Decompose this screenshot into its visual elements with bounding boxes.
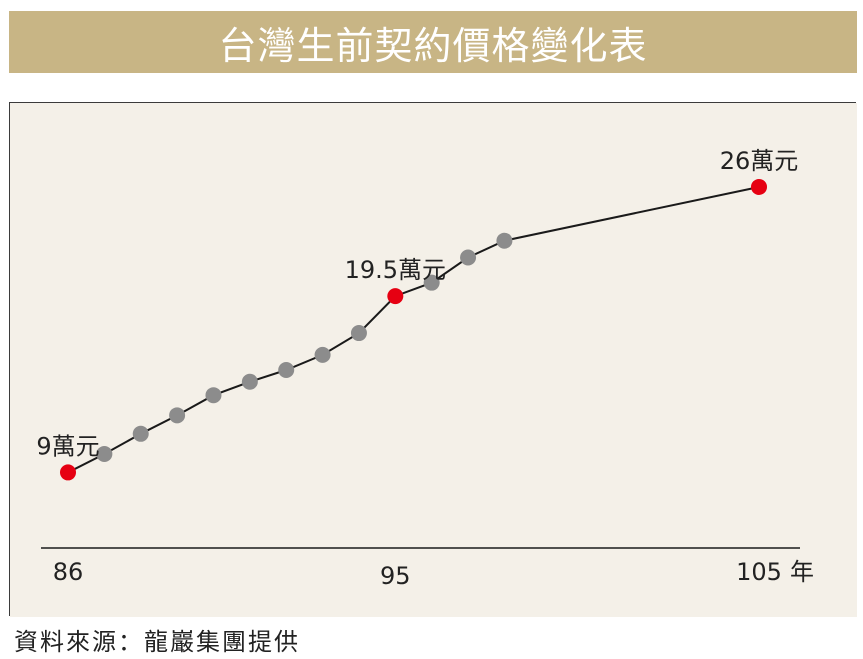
data-point (241, 373, 258, 390)
data-label: 26萬元 (720, 147, 799, 175)
data-point (205, 387, 222, 404)
chart-background (10, 103, 857, 617)
data-point (278, 362, 295, 378)
labels-group: 9萬元 19.5萬元 26萬元 (36, 147, 798, 460)
x-tick-label: 105 (736, 558, 782, 586)
title-bar: 台灣生前契約價格變化表 (9, 11, 857, 73)
source-note: 資料來源：龍巖集團提供 (14, 628, 300, 656)
x-axis-label: 年 (790, 558, 814, 586)
ticks-group: 86 95 105 (53, 558, 782, 590)
x-tick-label: 86 (53, 558, 84, 586)
data-point (96, 445, 113, 462)
data-point (460, 249, 477, 266)
line-chart: 9萬元 19.5萬元 26萬元 86 95 105 年 (10, 103, 857, 617)
points-group (60, 178, 767, 481)
data-label: 19.5萬元 (345, 256, 446, 284)
x-tick-label: 95 (380, 562, 411, 590)
data-point (314, 346, 331, 363)
chart-title: 台灣生前契約價格變化表 (218, 23, 648, 68)
highlight-point (60, 464, 76, 481)
data-point (169, 407, 186, 424)
chart-panel: 9萬元 19.5萬元 26萬元 86 95 105 年 (9, 102, 857, 617)
data-point (132, 425, 149, 442)
highlight-point (751, 178, 767, 195)
data-label: 9萬元 (36, 432, 99, 460)
data-point (496, 232, 513, 249)
data-point (423, 274, 440, 291)
highlight-point (387, 288, 404, 305)
data-point (350, 325, 367, 342)
